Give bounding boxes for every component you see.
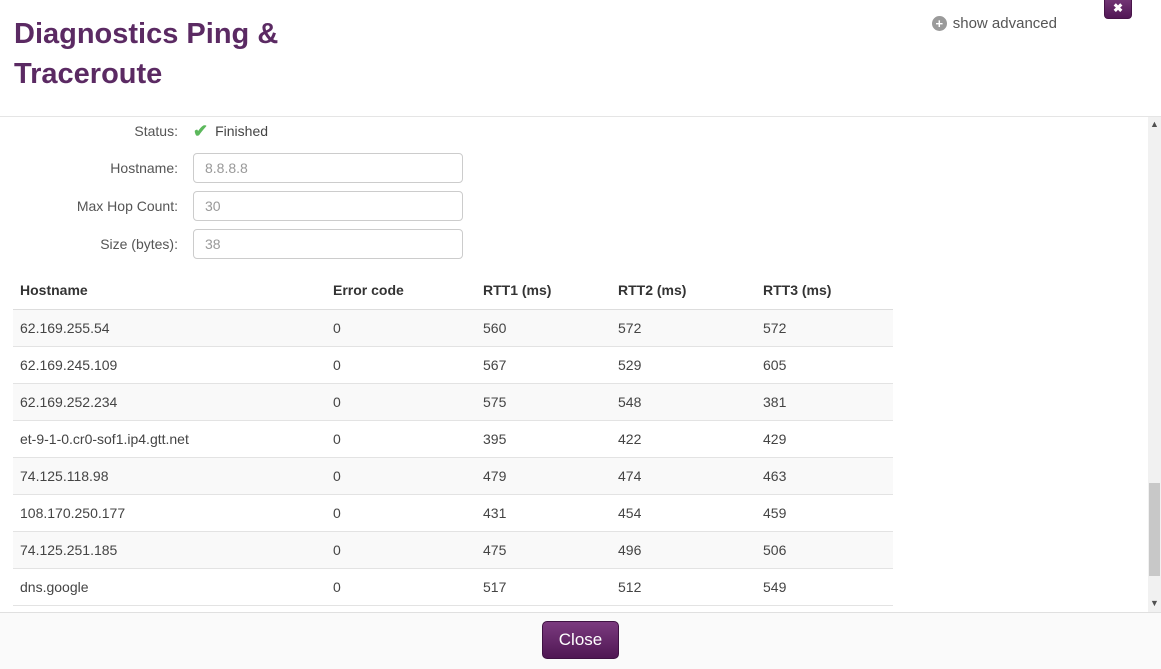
table-row: 108.170.250.177 0 431 454 459 [13, 494, 893, 532]
show-advanced-link[interactable]: + show advanced [931, 15, 1057, 32]
diagnostics-form: Status: ✔ Finished Hostname: Max Hop Cou… [0, 119, 1148, 259]
cell-rtt3: 459 [756, 494, 893, 532]
table-row: 74.125.251.185 0 475 496 506 [13, 531, 893, 569]
close-button[interactable]: Close [541, 621, 620, 659]
cell-error-code: 0 [326, 420, 476, 458]
status-text: Finished [215, 123, 269, 139]
cell-rtt3: 506 [756, 531, 893, 569]
close-x-button[interactable]: ✖ [1104, 0, 1132, 19]
cell-rtt3: 381 [756, 383, 893, 421]
cell-rtt1: 560 [476, 309, 611, 347]
cell-hostname: 62.169.245.109 [13, 346, 326, 384]
max-hop-count-input[interactable] [193, 191, 463, 221]
page-title: Diagnostics Ping & Traceroute [14, 18, 279, 90]
cell-hostname: 62.169.255.54 [13, 309, 326, 347]
cell-rtt3: 429 [756, 420, 893, 458]
scrollbar-thumb[interactable] [1149, 483, 1160, 576]
table-row: 62.169.252.234 0 575 548 381 [13, 383, 893, 421]
cell-rtt1: 517 [476, 568, 611, 606]
cell-error-code: 0 [326, 494, 476, 532]
cell-rtt2: 548 [611, 383, 756, 421]
cell-error-code: 0 [326, 457, 476, 495]
table-row: 74.125.118.98 0 479 474 463 [13, 457, 893, 495]
cell-rtt2: 512 [611, 568, 756, 606]
cell-rtt2: 572 [611, 309, 756, 347]
check-icon: ✔ [193, 121, 209, 141]
table-row: 62.169.245.109 0 567 529 605 [13, 346, 893, 384]
cell-hostname: dns.google [13, 568, 326, 606]
scroll-down-icon[interactable]: ▼ [1150, 597, 1159, 608]
cell-rtt1: 575 [476, 383, 611, 421]
size-bytes-row: Size (bytes): [0, 229, 1148, 259]
scroll-up-icon[interactable]: ▲ [1150, 118, 1159, 129]
status-value: ✔ Finished [193, 122, 268, 140]
status-row: Status: ✔ Finished [0, 121, 1148, 141]
cell-error-code: 0 [326, 309, 476, 347]
vertical-scrollbar[interactable]: ▲ ▼ [1148, 117, 1161, 612]
column-header-rtt3: RTT3 (ms) [756, 271, 893, 310]
column-header-rtt2: RTT2 (ms) [611, 271, 756, 310]
status-label: Status: [134, 123, 178, 139]
cell-error-code: 0 [326, 531, 476, 569]
column-header-error-code: Error code [326, 271, 476, 310]
cell-hostname: 108.170.250.177 [13, 494, 326, 532]
cell-rtt1: 479 [476, 457, 611, 495]
show-advanced-label: show advanced [952, 15, 1057, 32]
cell-rtt1: 395 [476, 420, 611, 458]
modal-header: Diagnostics Ping & Traceroute + show adv… [0, 0, 1161, 117]
max-hop-count-label: Max Hop Count: [76, 198, 178, 214]
cell-rtt3: 572 [756, 309, 893, 347]
cell-error-code: 0 [326, 346, 476, 384]
cell-rtt2: 422 [611, 420, 756, 458]
hostname-row: Hostname: [0, 153, 1148, 183]
max-hop-count-row: Max Hop Count: [0, 191, 1148, 221]
cell-error-code: 0 [326, 383, 476, 421]
cell-rtt2: 496 [611, 531, 756, 569]
hostname-label: Hostname: [110, 160, 178, 176]
cell-rtt1: 475 [476, 531, 611, 569]
cell-rtt3: 605 [756, 346, 893, 384]
cell-rtt2: 529 [611, 346, 756, 384]
modal-footer: Close [0, 612, 1161, 669]
table-header-row: Hostname Error code RTT1 (ms) RTT2 (ms) … [13, 271, 893, 310]
cell-hostname: et-9-1-0.cr0-sof1.ip4.gtt.net [13, 420, 326, 458]
table-row: 62.169.255.54 0 560 572 572 [13, 309, 893, 347]
cell-rtt2: 454 [611, 494, 756, 532]
cell-hostname: 74.125.118.98 [13, 457, 326, 495]
table-row: dns.google 0 517 512 549 [13, 568, 893, 606]
cell-hostname: 62.169.252.234 [13, 383, 326, 421]
plus-circle-icon: + [931, 16, 947, 31]
traceroute-results-table: Hostname Error code RTT1 (ms) RTT2 (ms) … [13, 271, 893, 606]
size-bytes-label: Size (bytes): [100, 236, 178, 252]
modal-body: Status: ✔ Finished Hostname: Max Hop Cou… [0, 117, 1161, 612]
size-bytes-input[interactable] [193, 229, 463, 259]
column-header-rtt1: RTT1 (ms) [476, 271, 611, 310]
cell-rtt3: 549 [756, 568, 893, 606]
hostname-input[interactable] [193, 153, 463, 183]
column-header-hostname: Hostname [13, 271, 326, 310]
cell-rtt1: 431 [476, 494, 611, 532]
cell-rtt3: 463 [756, 457, 893, 495]
close-x-icon: ✖ [1112, 1, 1124, 15]
cell-rtt1: 567 [476, 346, 611, 384]
cell-rtt2: 474 [611, 457, 756, 495]
cell-error-code: 0 [326, 568, 476, 606]
table-row: et-9-1-0.cr0-sof1.ip4.gtt.net 0 395 422 … [13, 420, 893, 458]
cell-hostname: 74.125.251.185 [13, 531, 326, 569]
